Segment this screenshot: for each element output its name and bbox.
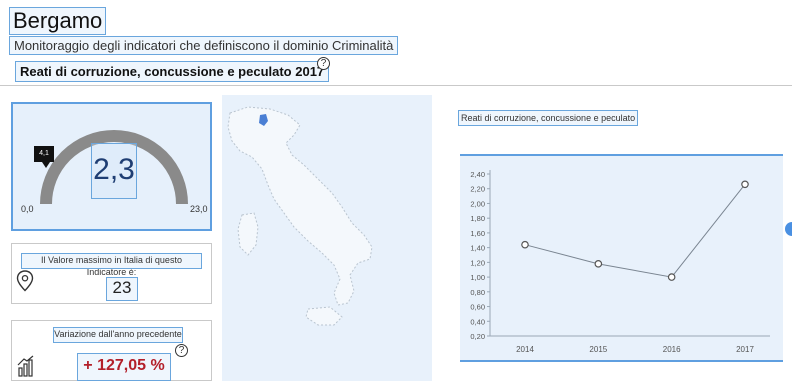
variation-value: + 127,05 % bbox=[77, 353, 171, 381]
gauge-max-label: 23,0 bbox=[190, 204, 208, 214]
data-point bbox=[667, 273, 676, 281]
data-point bbox=[741, 180, 749, 189]
max-value-card: Il Valore massimo in Italia di questo In… bbox=[11, 243, 212, 304]
help-icon[interactable]: ? bbox=[175, 344, 188, 357]
y-tick-label: 1,60 bbox=[470, 229, 485, 238]
y-tick-label: 1,20 bbox=[470, 258, 485, 267]
x-tick-label: 2014 bbox=[516, 345, 534, 354]
series-line bbox=[524, 183, 746, 278]
header-divider bbox=[0, 85, 792, 86]
side-panel-tab[interactable] bbox=[785, 222, 792, 236]
gauge-value: 2,3 bbox=[91, 143, 137, 199]
data-point bbox=[594, 260, 603, 268]
max-value: 23 bbox=[106, 277, 138, 301]
gauge bbox=[40, 130, 188, 205]
variation-card: Variazione dall'anno precedente ? + 127,… bbox=[11, 320, 212, 381]
gauge-min-label: 0,0 bbox=[21, 204, 34, 214]
italy-outline bbox=[227, 106, 373, 306]
sardinia-outline bbox=[237, 212, 259, 256]
page-subtitle: Monitoraggio degli indicatori che defini… bbox=[8, 36, 399, 55]
line-chart-plot: 0,20 0,40 0,60 0,80 1,00 1,20 1,40 1,60 1,80 2,00… bbox=[470, 170, 770, 354]
y-tick-label: 0,60 bbox=[470, 303, 485, 312]
y-tick-label: 0,20 bbox=[470, 332, 485, 341]
max-value-label: Il Valore massimo in Italia di questo In… bbox=[21, 253, 202, 277]
line-chart: 0,20 0,40 0,60 0,80 1,00 1,20 1,40 1,60 1,80 2,00… bbox=[460, 154, 783, 362]
y-tick-label: 1,80 bbox=[470, 214, 485, 223]
gauge-card: 4,1 2,3 0,0 23,0 bbox=[11, 102, 212, 231]
page-title: Bergamo bbox=[8, 7, 107, 35]
gauge-arc bbox=[40, 130, 188, 205]
y-tick-label: 2,00 bbox=[470, 199, 485, 208]
y-tick-label: 2,20 bbox=[470, 185, 485, 194]
y-tick-label: 2,40 bbox=[470, 170, 485, 179]
italy-map-shape bbox=[227, 106, 373, 326]
y-tick-label: 0,40 bbox=[470, 317, 485, 326]
help-icon[interactable]: ? bbox=[317, 57, 330, 70]
y-tick-label: 0,80 bbox=[470, 288, 485, 297]
sicily-outline bbox=[305, 306, 343, 326]
gauge-marker: 4,1 bbox=[34, 146, 54, 168]
bar-chart-icon bbox=[17, 355, 34, 377]
indicator-title: Reati di corruzione, concussione e pecul… bbox=[14, 61, 330, 82]
italy-map[interactable] bbox=[222, 95, 432, 381]
x-tick-label: 2015 bbox=[589, 345, 607, 354]
x-tick-label: 2016 bbox=[663, 345, 681, 354]
variation-label: Variazione dall'anno precedente bbox=[53, 327, 183, 343]
location-pin-icon bbox=[16, 270, 34, 292]
map-highlight-bergamo bbox=[259, 114, 268, 126]
data-point bbox=[521, 240, 529, 249]
y-tick-label: 1,00 bbox=[470, 273, 485, 282]
x-tick-label: 2017 bbox=[736, 345, 754, 354]
y-tick-label: 1,40 bbox=[470, 244, 485, 253]
chart-title: Reati di corruzione, concussione e pecul… bbox=[457, 110, 639, 126]
